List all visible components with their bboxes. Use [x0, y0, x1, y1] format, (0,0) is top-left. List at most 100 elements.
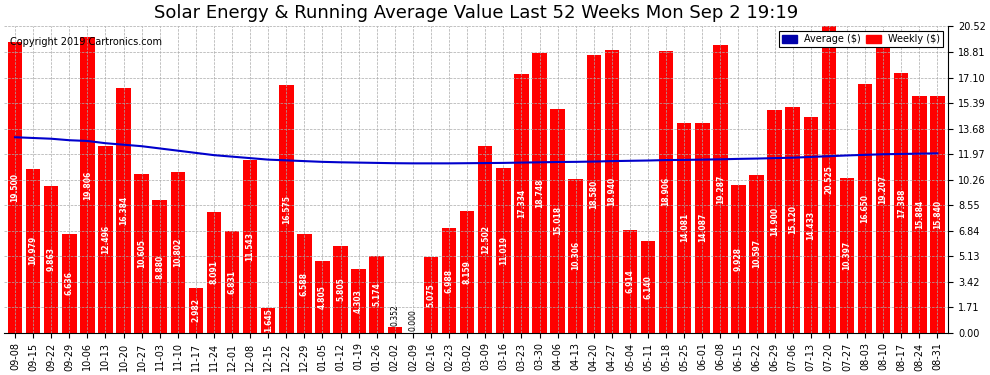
Bar [931, 96, 944, 333]
Text: 10.306: 10.306 [571, 241, 580, 270]
Bar [840, 178, 854, 333]
Bar [568, 179, 583, 333]
Bar [496, 168, 511, 333]
Bar [514, 74, 529, 333]
Text: 19.500: 19.500 [11, 173, 20, 202]
Text: 15.840: 15.840 [933, 200, 941, 229]
Text: 16.575: 16.575 [282, 195, 291, 224]
Legend: Average ($), Weekly ($): Average ($), Weekly ($) [779, 32, 943, 47]
Text: 14.433: 14.433 [806, 210, 816, 240]
Bar [315, 261, 330, 333]
Bar [279, 86, 294, 333]
Text: 0.000: 0.000 [409, 309, 418, 331]
Text: 15.018: 15.018 [553, 206, 562, 235]
Bar [297, 234, 312, 333]
Bar [785, 107, 800, 333]
Bar [533, 53, 546, 333]
Text: 19.287: 19.287 [716, 174, 725, 204]
Text: 5.075: 5.075 [427, 283, 436, 307]
Text: 8.159: 8.159 [462, 260, 471, 284]
Bar [170, 171, 185, 333]
Bar [641, 241, 655, 333]
Bar [586, 56, 601, 333]
Text: 16.384: 16.384 [119, 196, 128, 225]
Text: 1.645: 1.645 [263, 309, 272, 332]
Bar [912, 96, 927, 333]
Text: 16.650: 16.650 [860, 194, 869, 223]
Text: 11.019: 11.019 [499, 236, 508, 265]
Bar [876, 46, 890, 333]
Text: 15.120: 15.120 [788, 206, 797, 234]
Text: 10.979: 10.979 [29, 236, 38, 266]
Bar [442, 228, 456, 333]
Bar [804, 117, 818, 333]
Bar [261, 308, 275, 333]
Text: 4.805: 4.805 [318, 285, 327, 309]
Text: 18.906: 18.906 [661, 177, 670, 206]
Text: 5.174: 5.174 [372, 282, 381, 306]
Text: 10.802: 10.802 [173, 237, 182, 267]
Bar [713, 45, 728, 333]
Bar [116, 88, 131, 333]
Title: Solar Energy & Running Average Value Last 52 Weeks Mon Sep 2 19:19: Solar Energy & Running Average Value Las… [154, 4, 798, 22]
Text: 12.496: 12.496 [101, 225, 110, 254]
Text: 11.543: 11.543 [246, 232, 254, 261]
Bar [605, 50, 619, 333]
Text: 15.884: 15.884 [915, 200, 924, 229]
Bar [243, 160, 257, 333]
Bar [351, 268, 366, 333]
Bar [26, 169, 41, 333]
Text: 9.928: 9.928 [734, 247, 742, 271]
Text: 18.580: 18.580 [589, 180, 598, 209]
Text: 19.806: 19.806 [83, 170, 92, 200]
Text: 10.597: 10.597 [752, 239, 761, 268]
Text: 17.334: 17.334 [517, 189, 526, 218]
Bar [152, 200, 167, 333]
Text: 18.748: 18.748 [535, 178, 544, 208]
Bar [80, 37, 95, 333]
Text: 14.900: 14.900 [770, 207, 779, 236]
Bar [98, 146, 113, 333]
Text: Copyright 2019 Cartronics.com: Copyright 2019 Cartronics.com [10, 37, 162, 47]
Text: 6.914: 6.914 [626, 269, 635, 293]
Text: 6.588: 6.588 [300, 272, 309, 296]
Bar [695, 123, 710, 333]
Bar [62, 234, 76, 333]
Text: 2.982: 2.982 [191, 298, 200, 322]
Text: 0.352: 0.352 [390, 304, 399, 326]
Bar [189, 288, 203, 333]
Bar [894, 73, 909, 333]
Text: 8.880: 8.880 [155, 254, 164, 279]
Bar [767, 110, 782, 333]
Bar [460, 211, 474, 333]
Text: 6.831: 6.831 [228, 270, 237, 294]
Text: 12.502: 12.502 [481, 225, 490, 254]
Text: 19.207: 19.207 [879, 175, 888, 204]
Bar [424, 257, 439, 333]
Bar [749, 175, 763, 333]
Bar [732, 184, 745, 333]
Bar [334, 246, 347, 333]
Text: 14.087: 14.087 [698, 213, 707, 242]
Text: 4.303: 4.303 [354, 289, 363, 313]
Text: 10.605: 10.605 [138, 239, 147, 268]
Text: 6.636: 6.636 [64, 271, 74, 295]
Text: 8.091: 8.091 [210, 260, 219, 284]
Bar [478, 146, 492, 333]
Bar [623, 230, 638, 333]
Text: 9.863: 9.863 [47, 247, 55, 271]
Text: 14.081: 14.081 [680, 213, 689, 242]
Text: 6.140: 6.140 [644, 275, 652, 299]
Text: 5.805: 5.805 [336, 278, 346, 301]
Bar [135, 174, 148, 333]
Bar [677, 123, 691, 333]
Text: 6.988: 6.988 [445, 268, 453, 292]
Bar [659, 51, 673, 333]
Bar [225, 231, 240, 333]
Bar [369, 255, 384, 333]
Text: 18.940: 18.940 [607, 177, 617, 206]
Text: 20.525: 20.525 [825, 165, 834, 194]
Text: 17.388: 17.388 [897, 188, 906, 218]
Bar [387, 327, 402, 333]
Bar [550, 109, 565, 333]
